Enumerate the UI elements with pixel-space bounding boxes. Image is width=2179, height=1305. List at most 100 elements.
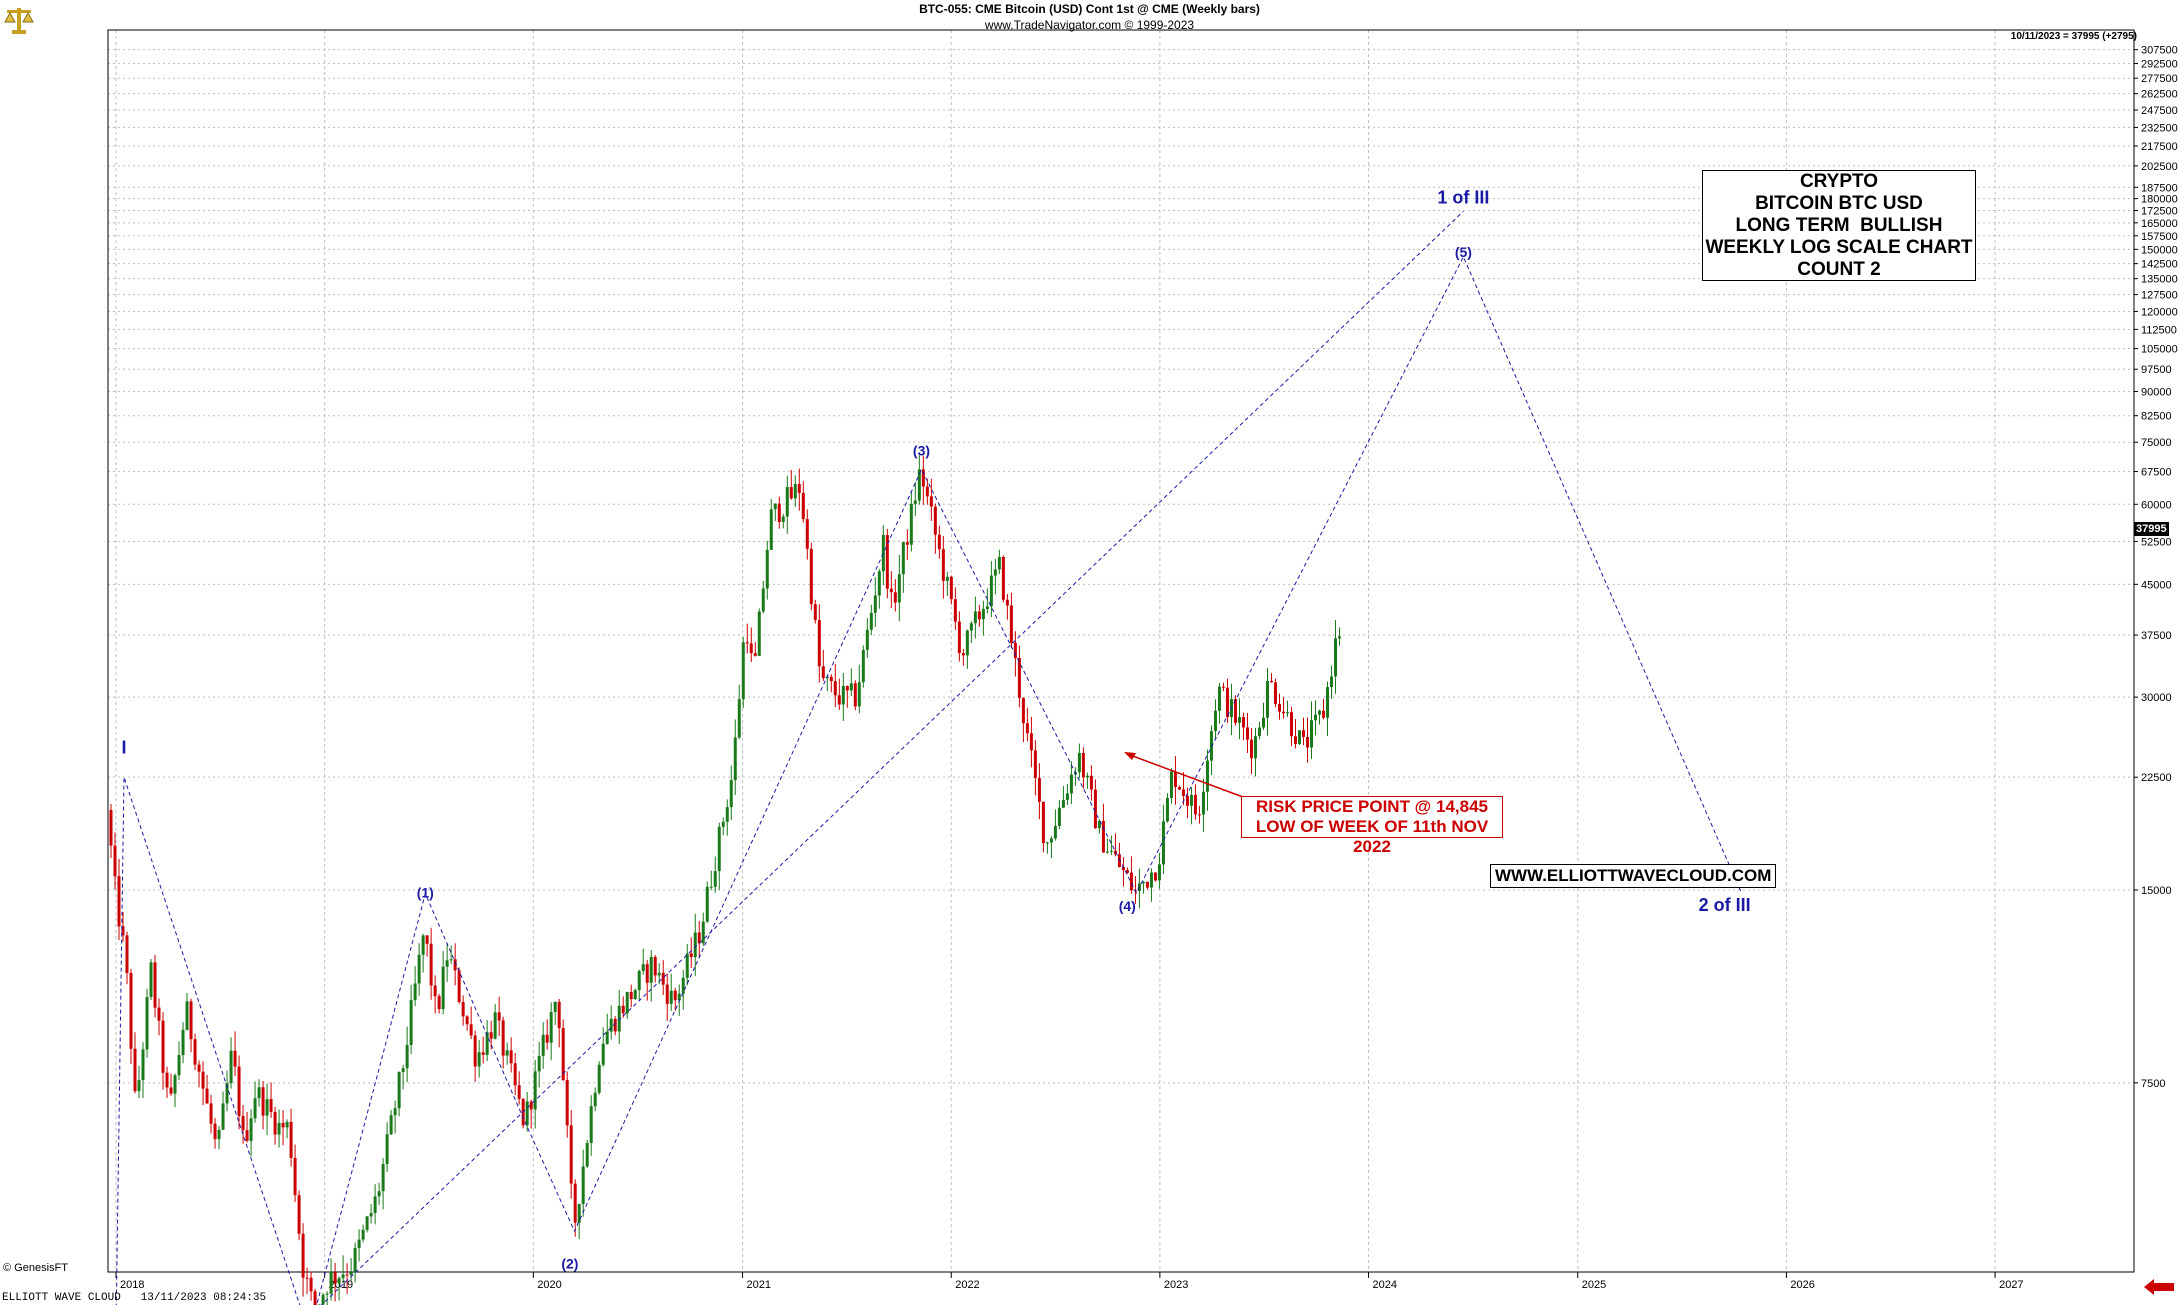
candle-body — [385, 1134, 389, 1165]
candle-body — [493, 1012, 497, 1039]
candle-body — [1153, 872, 1157, 881]
candle-body — [557, 1001, 561, 1029]
candle-body — [1185, 795, 1189, 806]
candle-body — [1017, 658, 1021, 698]
year-label: 2027 — [1999, 1279, 2023, 1291]
candle-body — [1205, 760, 1209, 792]
candle-body — [1277, 703, 1281, 712]
candle-body — [857, 682, 861, 707]
price-label: 120000 — [2141, 306, 2178, 318]
candle-body — [961, 653, 965, 656]
candle-body — [189, 1001, 193, 1040]
candle-body — [1326, 687, 1330, 718]
wave-line — [320, 210, 1464, 1305]
year-label: 2024 — [1373, 1279, 1397, 1291]
candle-body — [1302, 730, 1306, 737]
candle-body — [1181, 789, 1185, 796]
candle-body — [241, 1116, 245, 1131]
candle-body — [485, 1032, 489, 1055]
candle-body — [821, 666, 825, 679]
candle-body — [793, 484, 797, 499]
candle-body — [1145, 881, 1149, 888]
year-label: 2026 — [1790, 1279, 1814, 1291]
risk-arrow — [1129, 754, 1244, 798]
candle-body — [801, 492, 805, 520]
candle-body — [901, 542, 905, 575]
candle-body — [905, 542, 909, 545]
candle-body — [673, 990, 677, 1001]
scales-logo-icon[interactable] — [2, 2, 36, 36]
candle-body — [753, 653, 757, 656]
candle-body — [629, 992, 633, 1000]
candle-body — [1245, 727, 1249, 740]
price-label: 15000 — [2141, 885, 2172, 897]
candle-body — [489, 1032, 493, 1039]
back-arrow-icon[interactable] — [2142, 1277, 2176, 1297]
candle-body — [309, 1277, 313, 1292]
candle-body — [837, 695, 841, 705]
price-label: 142500 — [2141, 259, 2178, 271]
candle-body — [1310, 720, 1314, 748]
candle-body — [933, 506, 937, 535]
wave-label: (4) — [1119, 898, 1136, 914]
candle-body — [637, 971, 641, 991]
candle-body — [833, 681, 837, 696]
candle-body — [353, 1248, 357, 1273]
candle-body — [725, 807, 729, 822]
price-label: 157500 — [2141, 231, 2178, 243]
candle-body — [717, 826, 721, 872]
candle-body — [1318, 710, 1322, 715]
candle-body — [781, 516, 785, 523]
candle-body — [497, 1012, 501, 1021]
candle-body — [425, 935, 429, 944]
candle-body — [321, 1294, 325, 1305]
candle-body — [1033, 750, 1037, 779]
candle-body — [1037, 778, 1041, 802]
candle-body — [749, 643, 753, 654]
candle-body — [333, 1272, 337, 1284]
candle-body — [921, 469, 925, 487]
candle-body — [845, 685, 849, 691]
candle-body — [465, 1016, 469, 1025]
price-label: 75000 — [2141, 437, 2172, 449]
candle-body — [613, 1018, 617, 1032]
candle-body — [1157, 864, 1161, 881]
candle-body — [169, 1087, 173, 1094]
candle-body — [553, 1001, 557, 1013]
candle-body — [993, 569, 997, 576]
candle-body — [1013, 642, 1017, 659]
candle-body — [721, 821, 725, 827]
candle-body — [449, 959, 453, 961]
candle-body — [1117, 854, 1121, 867]
candle-body — [501, 1020, 505, 1056]
wave-label: 2 of III — [1699, 895, 1751, 915]
candle-body — [509, 1050, 513, 1064]
price-label: 22500 — [2141, 772, 2172, 784]
price-label: 52500 — [2141, 536, 2172, 548]
candle-body — [729, 780, 733, 808]
candle-body — [941, 549, 945, 581]
candle-body — [1109, 850, 1113, 852]
candle-body — [413, 983, 417, 1001]
candle-body — [681, 977, 685, 994]
candle-body — [305, 1277, 309, 1279]
candle-body — [261, 1087, 265, 1116]
candle-body — [777, 503, 781, 523]
price-label: 202500 — [2141, 161, 2178, 173]
year-label: 2020 — [537, 1279, 561, 1291]
candle-body — [165, 1072, 169, 1088]
candle-body — [177, 1054, 181, 1076]
candlestick-series — [109, 455, 1342, 1305]
candle-body — [329, 1272, 333, 1294]
price-label: 127500 — [2141, 290, 2178, 302]
candle-body — [1177, 786, 1181, 790]
price-label: 307500 — [2141, 45, 2178, 57]
candle-body — [929, 496, 933, 507]
candle-body — [1298, 730, 1302, 745]
candle-body — [405, 1045, 409, 1069]
candle-body — [129, 972, 133, 1049]
candle-body — [1197, 814, 1201, 816]
candle-body — [1322, 710, 1326, 718]
candle-body — [1065, 793, 1069, 800]
candle-body — [1105, 851, 1109, 853]
